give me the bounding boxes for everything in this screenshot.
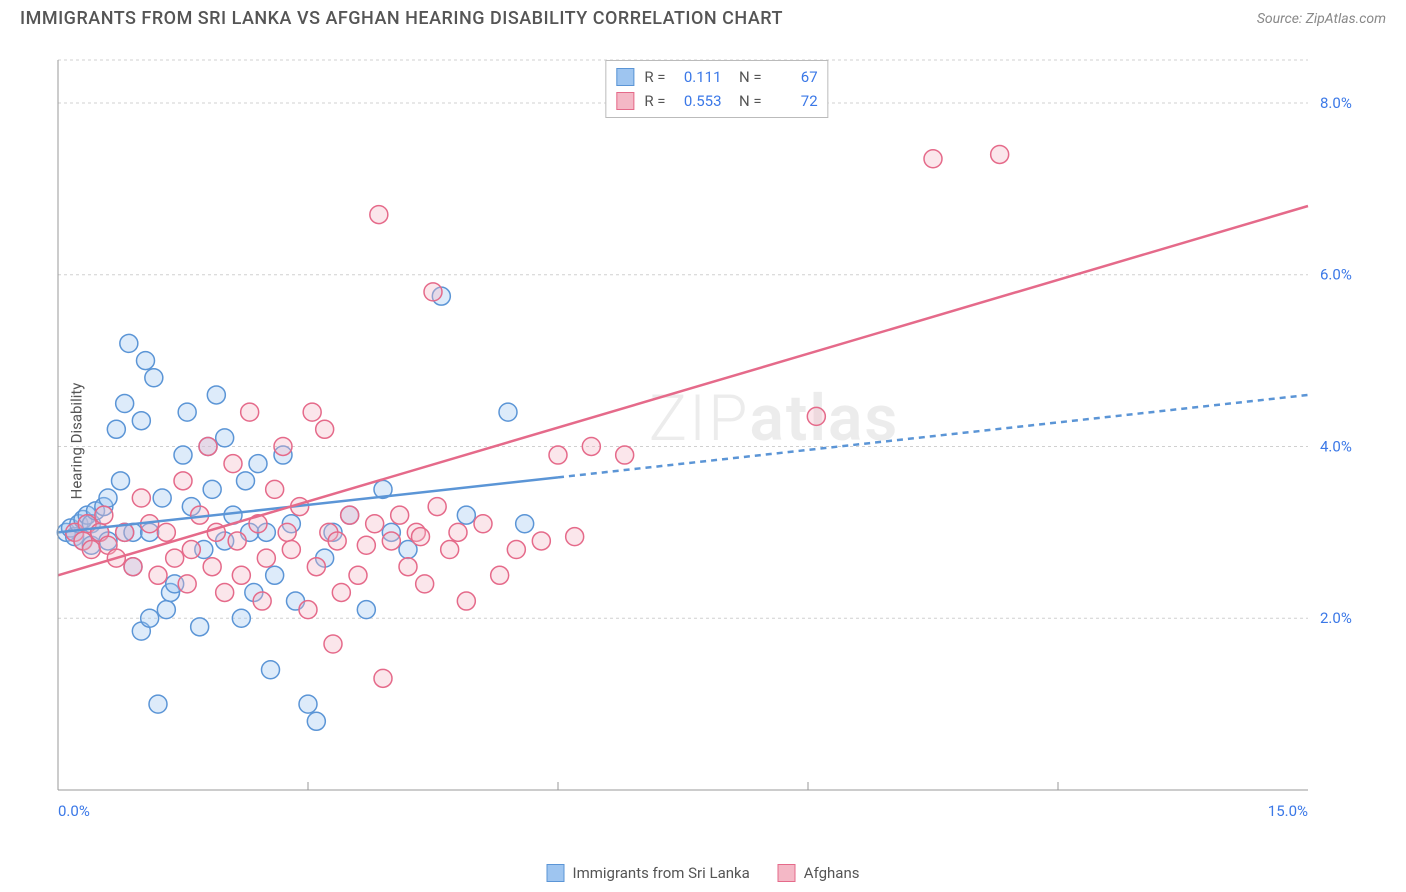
chart-area: Hearing Disability 2.0% 4.0% 6.0% 8.0% ZIPat…	[48, 50, 1386, 832]
legend-swatch-afghans	[778, 864, 796, 882]
stat-n-value-afghans: 72	[768, 89, 818, 113]
stat-r-label: R =	[644, 89, 665, 113]
svg-text:8.0%: 8.0%	[1320, 94, 1352, 112]
swatch-sri-lanka	[616, 68, 634, 86]
scatter-chart: 2.0% 4.0% 6.0% 8.0% ZIPatlas 0.0% 15.0%	[48, 50, 1368, 830]
y-axis-label: Hearing Disability	[67, 383, 85, 500]
svg-text:15.0%: 15.0%	[1268, 802, 1308, 820]
swatch-afghans	[616, 92, 634, 110]
source-credit: Source: ZipAtlas.com	[1257, 11, 1386, 27]
stat-n-value-sri-lanka: 67	[768, 65, 818, 89]
svg-text:2.0%: 2.0%	[1320, 609, 1352, 627]
stat-n-label: N =	[732, 65, 762, 89]
stats-legend-box: R = 0.111 N = 67 R = 0.553 N = 72	[605, 60, 828, 118]
legend-swatch-sri-lanka	[547, 864, 565, 882]
stats-row-afghans: R = 0.553 N = 72	[616, 89, 817, 113]
svg-text:ZIPatlas: ZIPatlas	[649, 381, 900, 456]
legend-item-sri-lanka: Immigrants from Sri Lanka	[547, 864, 750, 882]
chart-title: IMMIGRANTS FROM SRI LANKA VS AFGHAN HEAR…	[20, 8, 783, 29]
svg-text:6.0%: 6.0%	[1320, 266, 1352, 284]
svg-text:0.0%: 0.0%	[58, 802, 90, 820]
stat-r-value-afghans: 0.553	[672, 89, 722, 113]
stat-n-label: N =	[732, 89, 762, 113]
stat-r-label: R =	[644, 65, 665, 89]
legend-label-sri-lanka: Immigrants from Sri Lanka	[573, 864, 750, 882]
stat-r-value-sri-lanka: 0.111	[672, 65, 722, 89]
svg-text:4.0%: 4.0%	[1320, 437, 1352, 455]
legend-label-afghans: Afghans	[804, 864, 860, 882]
bottom-legend: Immigrants from Sri Lanka Afghans	[547, 864, 860, 882]
stats-row-sri-lanka: R = 0.111 N = 67	[616, 65, 817, 89]
legend-item-afghans: Afghans	[778, 864, 860, 882]
